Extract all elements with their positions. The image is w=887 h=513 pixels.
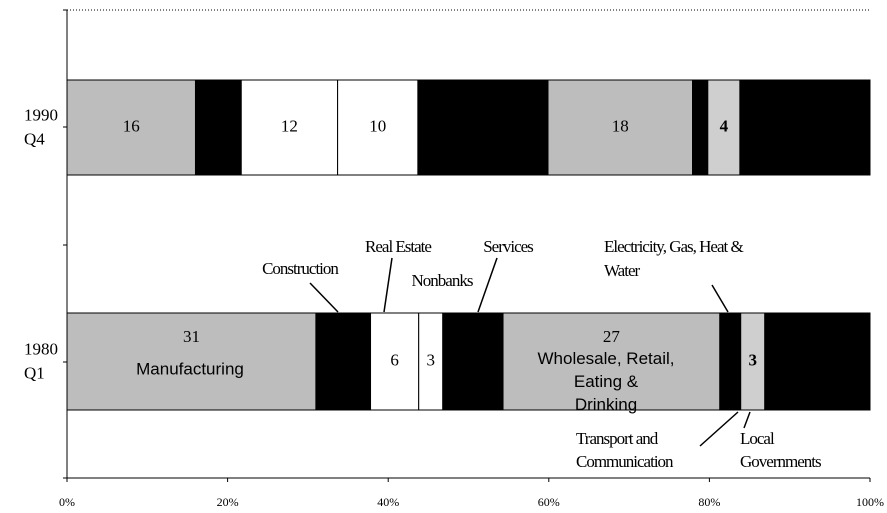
- bar-segment: [337, 79, 419, 176]
- bar-segment: [418, 312, 444, 411]
- series-name: Nonbanks: [412, 271, 473, 290]
- x-tick-label: 20%: [217, 495, 239, 509]
- data-label: 16: [123, 116, 140, 135]
- data-label: 4: [720, 116, 729, 135]
- bar-segment: [66, 312, 317, 411]
- x-tick-label: 40%: [377, 495, 399, 509]
- bar-segment: [731, 312, 742, 411]
- y-category-label: 1980 Q1: [24, 339, 58, 382]
- data-label: 3: [427, 350, 436, 369]
- bar-segment: [66, 79, 196, 176]
- y-category-label: 1990 Q4: [24, 105, 58, 148]
- pointer-line: [711, 284, 729, 313]
- data-label: 31: [183, 327, 200, 346]
- x-tick-label: 80%: [698, 495, 720, 509]
- data-label: 3: [749, 350, 758, 369]
- pointer-line: [477, 257, 498, 313]
- pointer-line: [743, 411, 751, 429]
- data-label: 18: [612, 116, 629, 135]
- pointer-line: [309, 282, 339, 313]
- x-tick-label: 100%: [856, 495, 884, 509]
- series-name: Manufacturing: [136, 359, 244, 378]
- pointer-line: [699, 411, 739, 447]
- series-name: Local Governments: [740, 429, 821, 471]
- bar-segment: [740, 312, 766, 411]
- series-name: Construction: [262, 259, 339, 278]
- data-label: 12: [281, 116, 298, 135]
- bar-segment: [707, 79, 741, 176]
- data-label: 6: [390, 350, 399, 369]
- bar-segment: [502, 312, 721, 411]
- bar-segment: [719, 312, 733, 411]
- series-name: Real Estate: [365, 237, 431, 256]
- x-tick-label: 0%: [59, 495, 75, 509]
- x-tick-label: 60%: [538, 495, 560, 509]
- bar-segment: [700, 79, 709, 176]
- bar-segment: [417, 79, 549, 176]
- bar-segment: [692, 79, 702, 176]
- bar-segment: [547, 79, 694, 176]
- series-name: Transport and Communication: [576, 429, 674, 471]
- data-label: 10: [369, 116, 386, 135]
- bar-segment: [739, 79, 871, 176]
- series-name: Services: [483, 237, 533, 256]
- bar-segment: [764, 312, 871, 411]
- bar-segment: [370, 312, 420, 411]
- series-name: Electricity, Gas, Heat & Water: [604, 237, 743, 280]
- bar-segment: [315, 312, 372, 411]
- bar-segment: [442, 312, 504, 411]
- bar-segment: [240, 79, 339, 176]
- pointer-line: [383, 257, 393, 313]
- bar-segment: [194, 79, 242, 176]
- data-label: 27: [603, 327, 621, 346]
- series-name: Wholesale, Retail, Eating & Drinking: [537, 349, 674, 414]
